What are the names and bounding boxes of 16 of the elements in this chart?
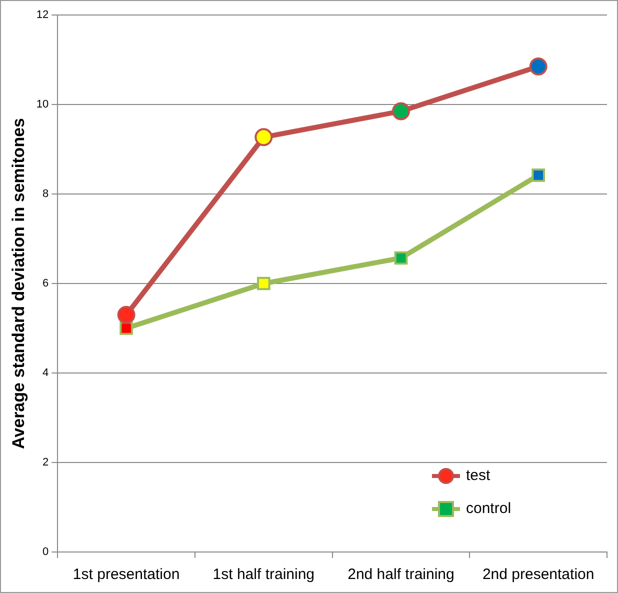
point: [117, 306, 136, 324]
y-tick-label: 6: [42, 278, 49, 290]
y-tick-label: 8: [42, 188, 49, 200]
legend-label: control: [466, 500, 512, 518]
y-tick-label: 2: [42, 456, 49, 469]
y-axis-title: Average standard deviation in semitones: [8, 118, 28, 449]
x-tick-label: 1st presentation: [72, 566, 180, 584]
x-tick-label: 2nd presentation: [482, 566, 594, 584]
y-tick-label: 12: [36, 9, 49, 22]
y-tick-label: 4: [42, 367, 49, 380]
x-tick-label: 2nd half training: [348, 566, 454, 584]
point: [120, 322, 133, 335]
y-tick-label: 0: [42, 546, 49, 558]
x-tick-label: 1st half training: [212, 566, 315, 584]
legend-label: test: [466, 467, 492, 484]
y-tick-label: 10: [36, 98, 49, 111]
